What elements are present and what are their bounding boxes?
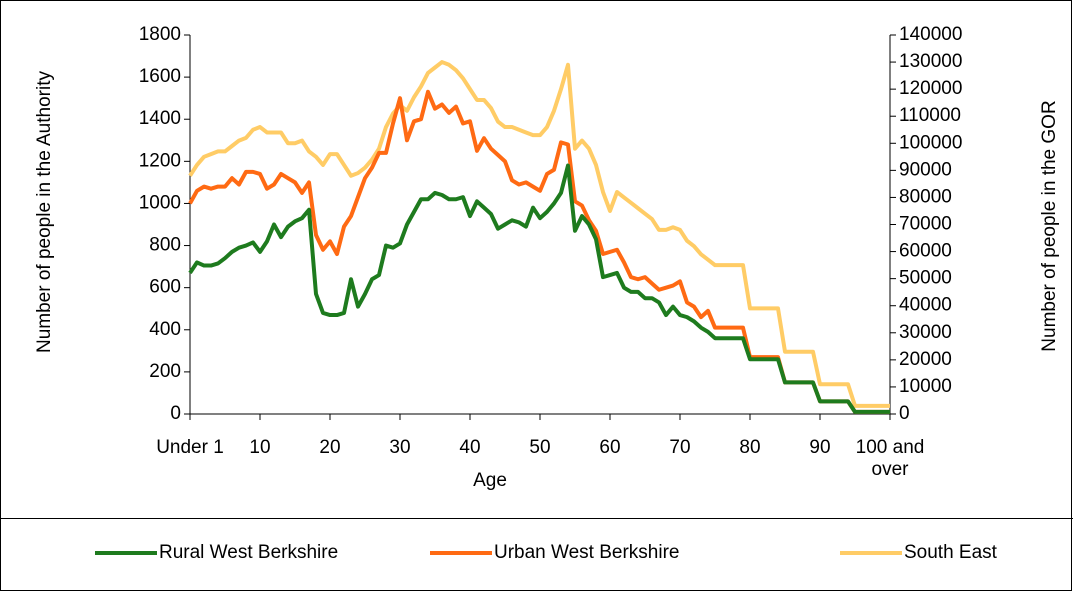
x-tick-label: 10: [249, 437, 271, 458]
x-tick-label: 70: [669, 437, 691, 458]
x-tick-label: 60: [599, 437, 621, 458]
y2-tick-label: 10000: [899, 376, 952, 397]
x-tick-label: Under 1: [156, 437, 224, 458]
series-line: [188, 163, 890, 414]
y-tick-label: 1400: [139, 108, 181, 129]
y2-axis-label: Number of people in the GOR: [1039, 100, 1060, 352]
y-tick-label: 1000: [139, 192, 181, 213]
y-tick-label: 800: [149, 235, 181, 256]
y2-tick-label: 80000: [899, 186, 952, 207]
y2-tick-label: 110000: [899, 105, 961, 126]
y2-tick-label: 30000: [899, 322, 952, 343]
series-line: [188, 60, 890, 408]
y-tick-label: 400: [149, 319, 181, 340]
x-tick-label: 30: [389, 437, 411, 458]
y2-tick-label: 40000: [899, 295, 952, 316]
y2-tick-label: 0: [899, 403, 910, 424]
y2-tick-label: 130000: [899, 51, 962, 72]
y-tick-label: 200: [149, 361, 181, 382]
x-tick-label: 80: [739, 437, 761, 458]
y2-tick-label: 60000: [899, 241, 952, 262]
y-tick-label: 1800: [139, 24, 181, 45]
x-tick-label: 40: [459, 437, 481, 458]
x-tick-label: 100 and over: [855, 437, 925, 480]
y2-tick-label: 140000: [899, 24, 962, 45]
x-tick-label: 90: [809, 437, 831, 458]
y2-tick-label: 90000: [899, 159, 952, 180]
x-tick-label: 50: [529, 437, 551, 458]
y2-tick-label: 50000: [899, 268, 952, 289]
y2-tick-label: 70000: [899, 214, 952, 235]
y2-tick-label: 20000: [899, 349, 952, 370]
legend-label: Rural West Berkshire: [159, 542, 338, 563]
y-tick-label: 1200: [139, 150, 181, 171]
legend-label: Urban West Berkshire: [494, 542, 680, 563]
x-tick-label: 20: [319, 437, 341, 458]
series-line: [188, 89, 890, 414]
x-axis-label: Age: [473, 470, 507, 491]
y2-tick-label: 100000: [899, 132, 962, 153]
legend-label: South East: [904, 542, 998, 563]
y-tick-label: 0: [170, 403, 181, 424]
y-tick-label: 1600: [139, 66, 181, 87]
y2-tick-label: 120000: [899, 78, 962, 99]
y-tick-label: 600: [149, 277, 181, 298]
y-axis-label: Number of people in the Authority: [34, 71, 55, 354]
